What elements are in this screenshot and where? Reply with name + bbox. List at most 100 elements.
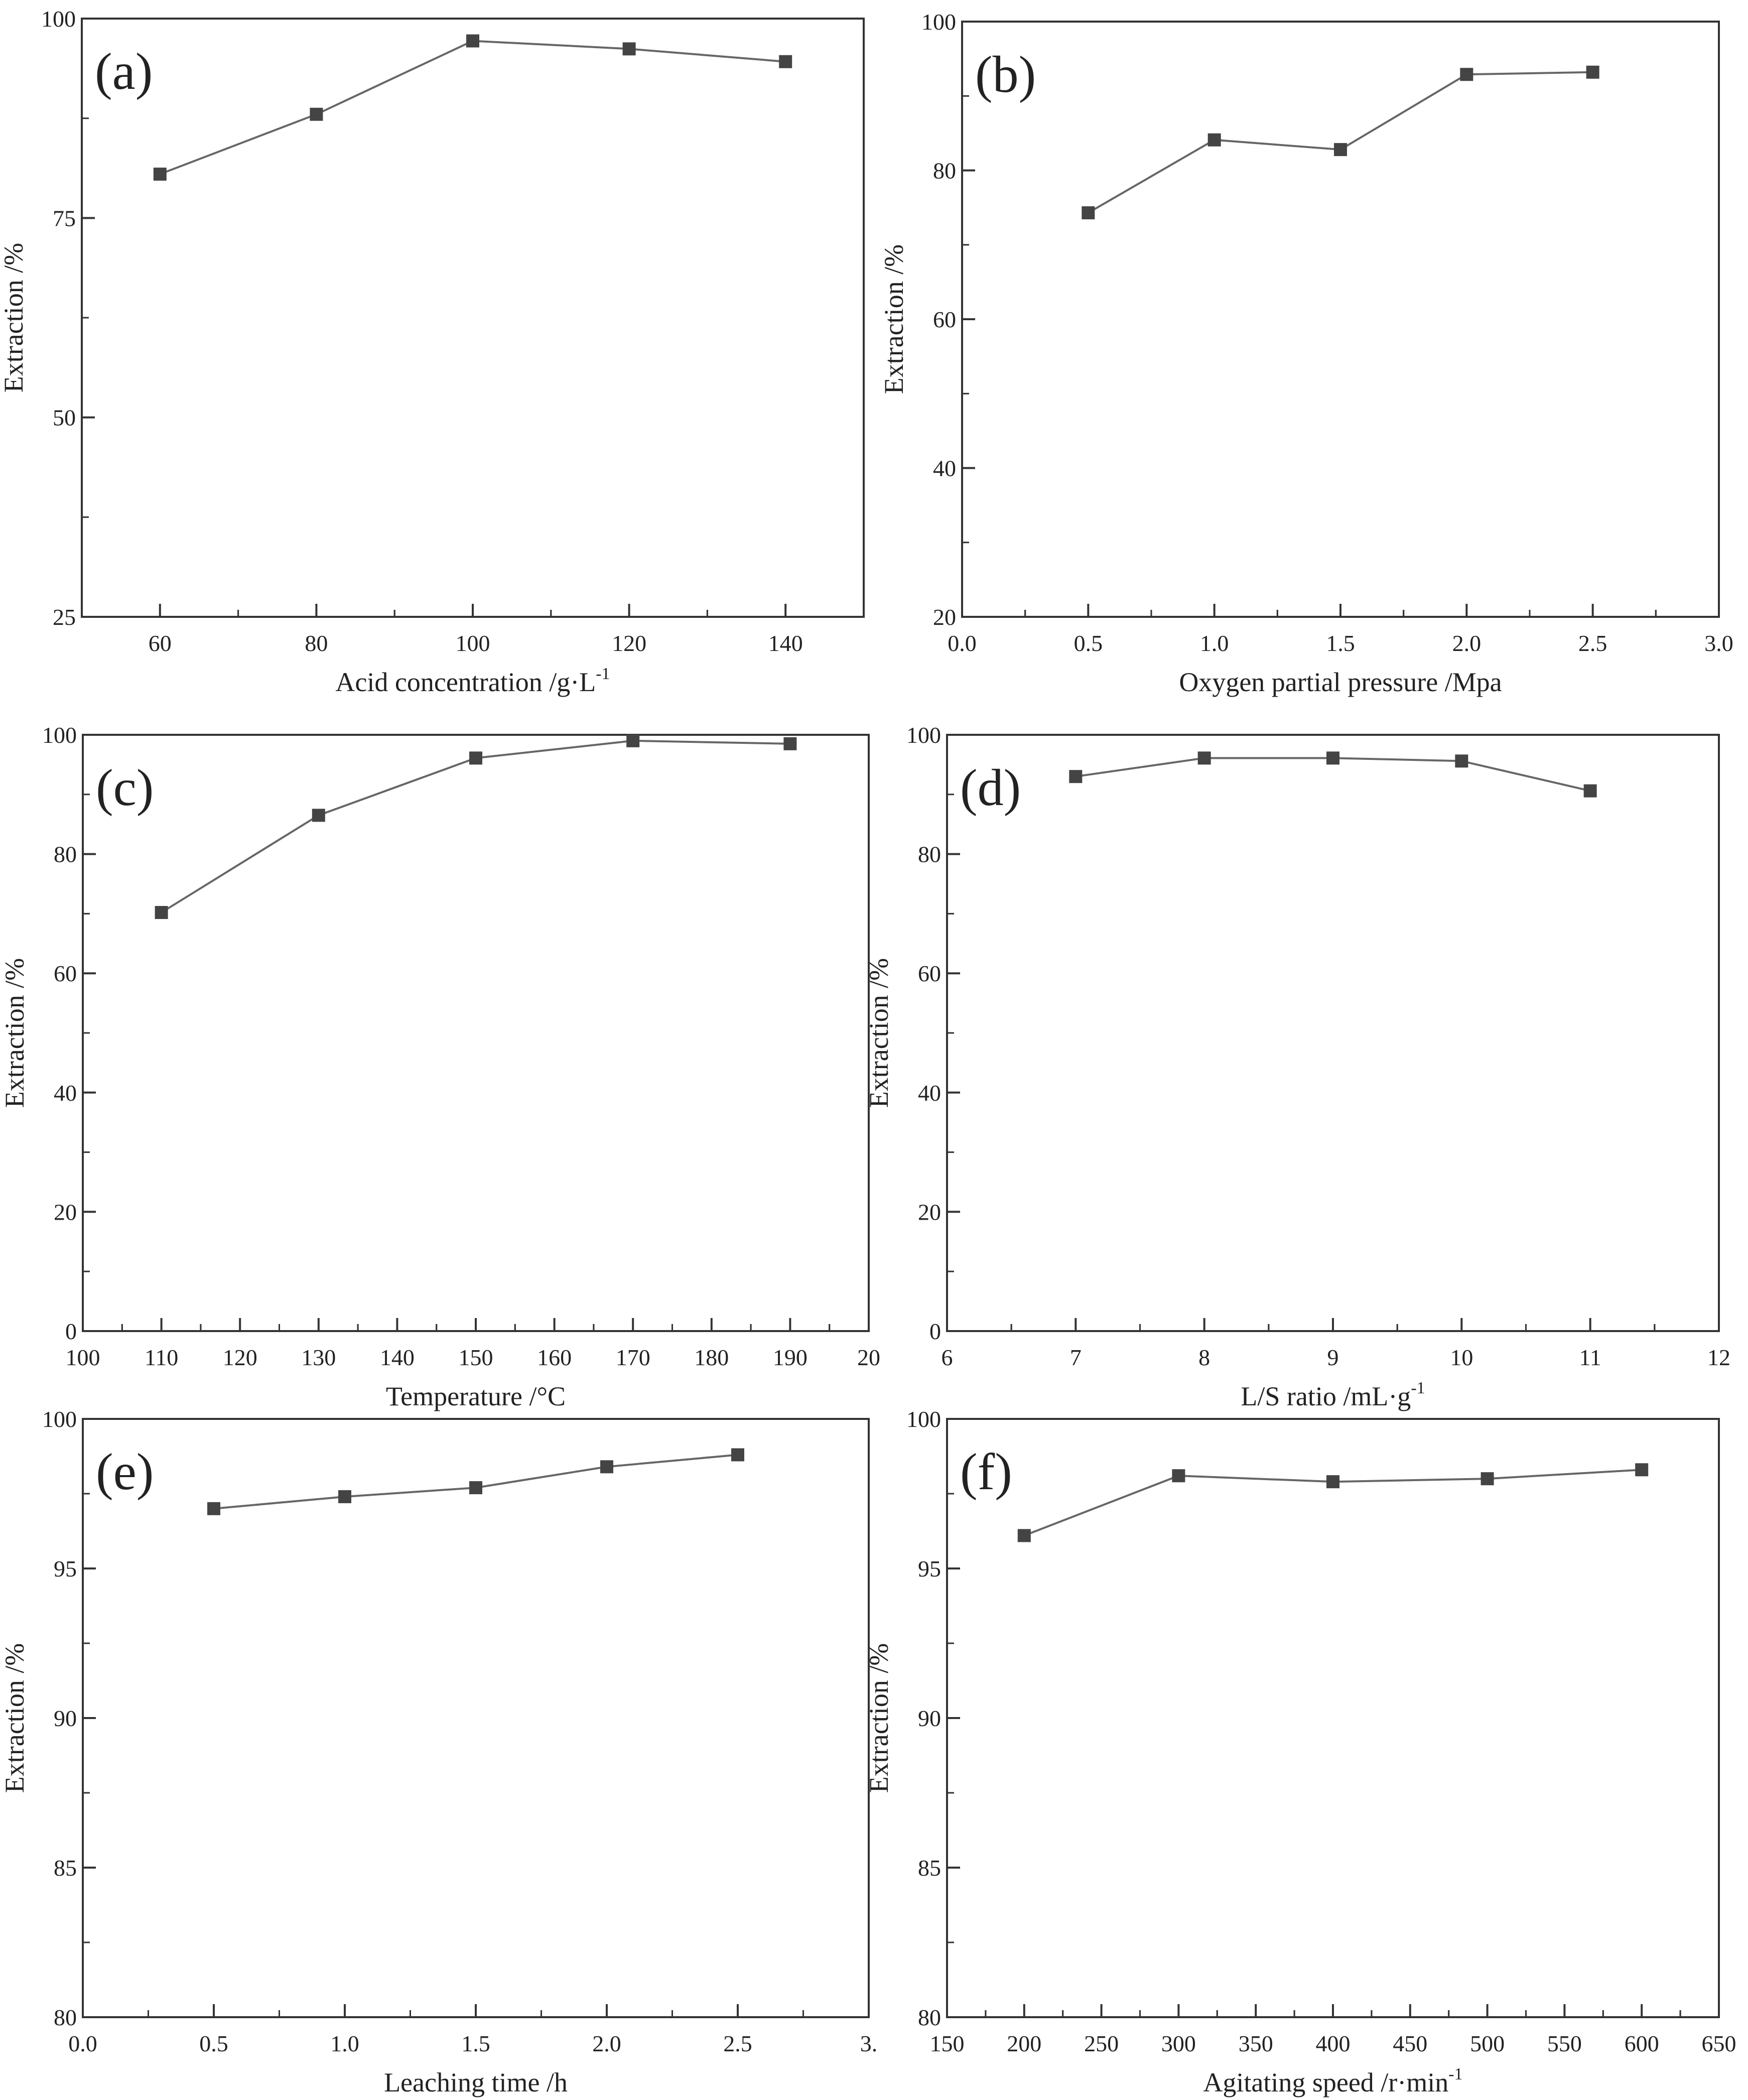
chart-panel-f: 150 200 250 300 350 400 450 500 550 600 650 80 85 90 9…: [864, 1406, 1736, 2097]
x-axis-label: Oxygen partial pressure /Mpa: [1179, 667, 1502, 697]
y-axis-label: Extraction /%: [0, 243, 29, 392]
data-point: [1207, 133, 1221, 147]
panel-label: (f): [960, 1443, 1012, 1501]
y-tick-label: 95: [54, 1556, 77, 1582]
x-axis-label-text: Temperature /°C: [386, 1381, 566, 1411]
y-axis-label: Extraction /%: [864, 1643, 894, 1793]
x-tick-label: 1.0: [330, 2031, 359, 2056]
y-tick-label: 80: [54, 842, 77, 867]
x-tick-label: 2.0: [1452, 630, 1482, 656]
x-tick-label: 0.5: [199, 2031, 228, 2056]
data-point: [466, 34, 479, 48]
data-point: [312, 809, 325, 822]
y-axis-label: Extraction /%: [0, 1643, 30, 1793]
x-tick-label: 550: [1547, 2031, 1582, 2056]
y-tick-label: 40: [918, 1080, 941, 1106]
y-tick-label: 40: [933, 456, 956, 481]
x-tick-label: 2.5: [723, 2031, 752, 2056]
data-point: [1455, 754, 1468, 768]
y-tick-label: 100: [41, 6, 76, 32]
data-point: [1586, 65, 1599, 79]
x-axis-label: Agitating speed /r·min-1: [1203, 2065, 1462, 2097]
chart-panel-d: 6 7 8 9 10 11 12 0 20 40 60 80 100 (d) L/S ratio /mL·g…: [864, 722, 1730, 1411]
x-tick-label: 1.5: [461, 2031, 490, 2056]
y-tick-label: 80: [918, 842, 941, 867]
data-point: [207, 1502, 220, 1515]
x-tick-label: 300: [1161, 2031, 1196, 2056]
y-tick-label: 20: [918, 1199, 941, 1225]
data-point: [1082, 206, 1095, 220]
x-tick-label: 1.0: [1200, 630, 1229, 656]
y-axis-label: Extraction /%: [879, 244, 909, 394]
data-point: [155, 906, 168, 920]
x-tick-label: 170: [616, 1345, 650, 1370]
y-tick-label: 80: [918, 2005, 941, 2030]
x-tick-label: 0.0: [948, 630, 977, 656]
data-point: [731, 1448, 744, 1462]
chart-panel-c: 100 110 120 130 140 150 160 170 180 190 2002040608…: [0, 722, 880, 1411]
x-axis-label: Acid concentration /g·L-1: [335, 665, 610, 697]
x-tick-label: 6: [942, 1345, 953, 1370]
x-tick-label: 600: [1625, 2031, 1659, 2056]
x-axis-label: L/S ratio /mL·g-1: [1241, 1379, 1425, 1411]
x-tick-label: 80: [305, 630, 328, 656]
x-tick-label: 0.0: [68, 2031, 97, 2056]
x-tick-label: 9: [1327, 1345, 1339, 1370]
data-point: [1069, 770, 1083, 783]
chart-panel-b: 0.0 0.5 1.0 1.5 2.0 2.5 3.0 20 40 60 80 100 (b) Oxyge…: [879, 9, 1733, 697]
x-axis-label: Temperature /°C: [386, 1381, 566, 1411]
chart-panel-e: 0.0 0.5 1.0 1.5 2.0 2.5 3. 80 85 90 95 100 (e) Leachi…: [0, 1406, 877, 2097]
data-point: [1635, 1463, 1649, 1477]
x-axis-label-text: L/S ratio /mL·g: [1241, 1381, 1411, 1411]
y-tick-label: 25: [53, 604, 76, 630]
data-point: [338, 1490, 351, 1503]
x-axis-label-text: Leaching time /h: [384, 2067, 568, 2097]
y-tick-label: 85: [918, 1855, 941, 1881]
x-tick-label: 8: [1198, 1345, 1210, 1370]
x-tick-label: 140: [768, 630, 803, 656]
y-tick-label: 85: [54, 1855, 77, 1881]
y-tick-label: 90: [54, 1705, 77, 1731]
x-tick-label: 140: [380, 1345, 415, 1370]
x-tick-label: 120: [612, 630, 646, 656]
x-tick-label: 2.5: [1578, 630, 1607, 656]
data-point: [469, 751, 482, 765]
data-point: [310, 107, 323, 121]
y-tick-label: 80: [933, 158, 956, 184]
plot-frame: [961, 21, 1720, 618]
x-tick-label: 100: [66, 1345, 100, 1370]
x-tick-label: 12: [1707, 1345, 1730, 1370]
x-tick-label: 11: [1579, 1345, 1601, 1370]
series-line: [160, 40, 786, 175]
panel-label: (a): [95, 43, 153, 100]
y-tick-label: 40: [54, 1080, 77, 1106]
x-tick-label: 160: [537, 1345, 572, 1370]
data-point: [783, 737, 797, 750]
x-tick-label: 400: [1316, 2031, 1351, 2056]
x-tick-label: 180: [694, 1345, 729, 1370]
chart-panel-a: 60 80 100 120 140 25 50 75 100 (a) Acid concentrat…: [0, 6, 865, 697]
y-axis-label: Extraction /%: [864, 958, 894, 1108]
y-tick-label: 75: [53, 205, 76, 231]
panel-label: (e): [96, 1443, 154, 1501]
y-tick-label: 100: [42, 722, 77, 748]
x-tick-label: 100: [456, 630, 490, 656]
x-axis-label-superscript: -1: [596, 665, 610, 683]
y-tick-label: 60: [918, 961, 941, 986]
x-tick-label: 110: [145, 1345, 178, 1370]
x-axis-label-superscript: -1: [1448, 2065, 1462, 2083]
plot-frame: [81, 18, 865, 618]
data-point: [1017, 1529, 1031, 1542]
x-tick-label: 120: [223, 1345, 257, 1370]
plot-frame: [82, 1418, 870, 2018]
x-tick-label: 450: [1393, 2031, 1427, 2056]
data-point: [1583, 784, 1597, 798]
data-point: [469, 1481, 482, 1495]
x-tick-label: 350: [1239, 2031, 1273, 2056]
x-tick-label: 0.5: [1074, 630, 1103, 656]
y-tick-label: 50: [53, 405, 76, 431]
data-point: [1334, 143, 1347, 156]
y-tick-label: 20: [933, 604, 956, 630]
x-tick-label: 3.0: [1704, 630, 1733, 656]
x-tick-label: 250: [1084, 2031, 1119, 2056]
